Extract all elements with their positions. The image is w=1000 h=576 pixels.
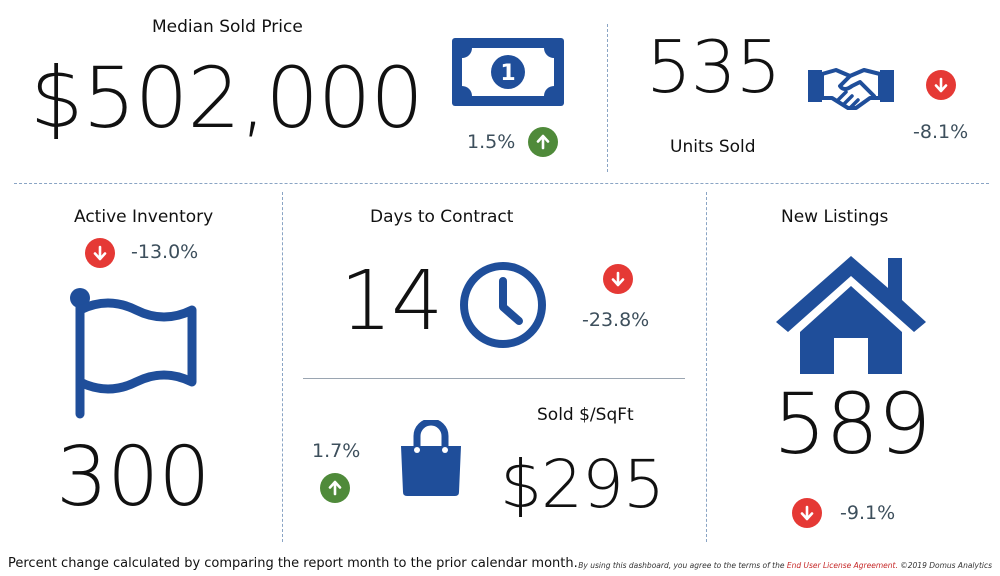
new-listings-change: -9.1% — [840, 502, 896, 524]
house-icon — [772, 252, 930, 380]
down-arrow-icon — [792, 498, 822, 528]
days-to-contract-label: Days to Contract — [370, 207, 514, 227]
handshake-icon — [806, 62, 896, 116]
shopping-bag-icon — [397, 418, 465, 502]
sold-per-sqft-change: 1.7% — [312, 440, 361, 462]
middle-section-divider — [303, 378, 685, 379]
new-listings-label: New Listings — [781, 207, 889, 227]
active-inventory-label: Active Inventory — [74, 207, 214, 227]
active-inventory-value: 300 — [56, 430, 211, 525]
units-sold-change: -8.1% — [913, 121, 969, 143]
days-to-contract-value: 14 — [340, 254, 443, 349]
vertical-divider-left — [282, 192, 283, 542]
footer-note: Percent change calculated by comparing t… — [8, 556, 578, 571]
horizontal-divider-top — [14, 183, 989, 184]
days-to-contract-change: -23.8% — [582, 309, 650, 331]
sold-per-sqft-value: $295 — [500, 446, 665, 523]
clock-icon — [459, 261, 547, 353]
new-listings-value: 589 — [773, 375, 931, 473]
units-sold-value: 535 — [646, 25, 781, 109]
eula-link[interactable]: End User License Agreement. — [786, 561, 898, 570]
svg-text:1: 1 — [500, 61, 515, 86]
vertical-divider-right — [706, 192, 707, 542]
median-sold-price-change: 1.5% — [467, 131, 516, 153]
active-inventory-change: -13.0% — [131, 241, 199, 263]
down-arrow-icon — [926, 70, 956, 100]
dollar-bill-icon: 1 — [452, 38, 564, 110]
up-arrow-icon — [320, 473, 350, 503]
flag-icon — [66, 286, 206, 424]
footer-terms-prefix: By using this dashboard, you agree to th… — [578, 561, 785, 570]
sold-per-sqft-label: Sold $/SqFt — [537, 405, 634, 425]
vertical-divider-top — [607, 24, 608, 172]
up-arrow-icon — [528, 127, 558, 157]
down-arrow-icon — [85, 238, 115, 268]
footer-copyright: ©2019 Domus Analytics — [900, 561, 992, 570]
median-sold-price-label: Median Sold Price — [152, 17, 303, 37]
footer-terms: By using this dashboard, you agree to th… — [578, 561, 992, 570]
down-arrow-icon — [603, 264, 633, 294]
median-sold-price-value: $502,000 — [30, 49, 424, 147]
units-sold-label: Units Sold — [670, 137, 756, 157]
